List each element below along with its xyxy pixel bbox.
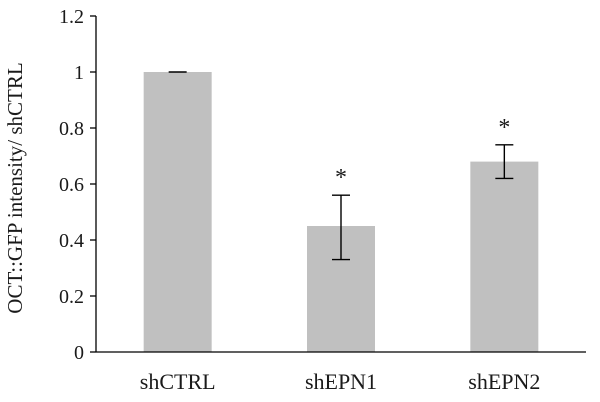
bar-shepn2 [470,161,539,352]
y-tick-label: 0 [74,342,84,364]
significance-asterisk: * [335,165,347,191]
bar-shctrl [143,72,212,352]
y-tick-label: 0.4 [59,230,84,252]
error-bars [168,71,514,261]
y-axis-ticks: 0 0.2 0.4 0.6 0.8 1 1.2 [59,6,96,364]
y-axis-title: OCT::GFP intensity/ shCTRL [3,62,27,313]
error-bar-shepn1 [332,194,350,261]
significance-markers: ** [335,115,510,191]
significance-asterisk: * [498,115,510,141]
y-tick-label: 0.8 [59,118,84,140]
category-label-shepn2: shEPN2 [468,369,540,394]
y-tick-label: 1 [74,62,84,84]
y-tick-label: 0.6 [59,174,84,196]
category-label-shepn1: shEPN1 [305,369,377,394]
category-label-shctrl: shCTRL [140,369,216,394]
y-tick-label: 1.2 [59,6,84,28]
error-bar-shepn2 [495,144,514,180]
y-tick-label: 0.2 [59,286,84,308]
category-labels: shCTRL shEPN1 shEPN2 [140,369,541,394]
